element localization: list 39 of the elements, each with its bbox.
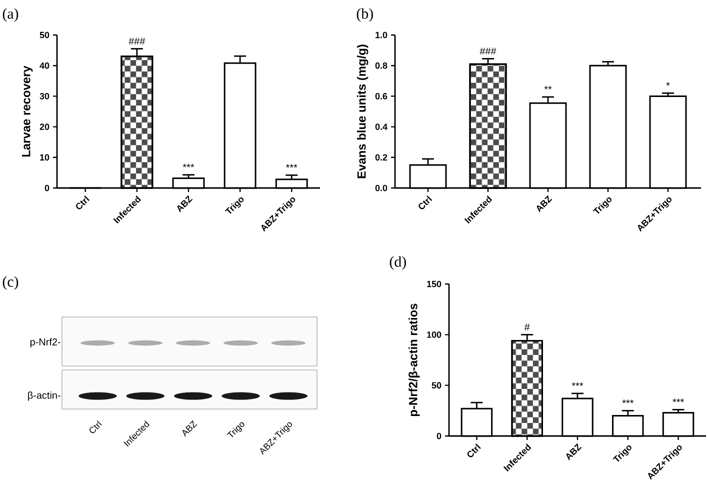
y-tick-label: 0.6 bbox=[375, 93, 388, 100]
y-axis-title: Larvae recovery bbox=[22, 66, 33, 157]
category-label: Ctrl bbox=[90, 420, 102, 434]
y-tick-label: 30 bbox=[40, 93, 50, 100]
y-tick-label: 0.0 bbox=[375, 184, 388, 192]
annotation: *** bbox=[572, 382, 584, 386]
y-tick-label: 0.2 bbox=[375, 154, 388, 161]
x-tick-label: Ctrl bbox=[76, 196, 90, 210]
y-tick-label: 100 bbox=[427, 331, 442, 338]
chart-title: (a) bbox=[2, 8, 18, 22]
y-tick-label: 0 bbox=[436, 432, 442, 440]
annotation: # bbox=[524, 324, 530, 330]
y-tick-label: 1.0 bbox=[376, 32, 388, 38]
chart-title: (d) bbox=[390, 256, 406, 270]
annotation: * bbox=[666, 82, 670, 86]
y-tick-label: 150 bbox=[427, 280, 442, 288]
x-tick-label: Ctrl bbox=[467, 444, 481, 458]
annotation: ### bbox=[128, 38, 146, 45]
text: β-actin- bbox=[28, 391, 60, 401]
y-axis-title: p-Nrf2/β-actin ratios bbox=[408, 304, 420, 416]
y-tick-label: 40 bbox=[40, 62, 50, 69]
x-tick-label: Ctrl bbox=[418, 196, 432, 210]
annotation: *** bbox=[622, 400, 634, 404]
annotation: ### bbox=[480, 48, 496, 55]
annotation: ** bbox=[544, 86, 552, 90]
y-tick-label: 0 bbox=[44, 184, 50, 192]
text: (c) bbox=[2, 276, 18, 290]
y-tick-label: 20 bbox=[40, 124, 50, 130]
chart-title: (b) bbox=[356, 8, 373, 22]
annotation: *** bbox=[182, 164, 194, 168]
annotation: *** bbox=[286, 164, 298, 168]
annotation: *** bbox=[672, 398, 684, 402]
y-tick-label: 50 bbox=[40, 32, 50, 38]
text: p-Nrf2- bbox=[30, 338, 60, 348]
y-axis-title: Evans blue units (mg/g) bbox=[357, 44, 368, 178]
y-tick-label: 0.4 bbox=[375, 124, 388, 130]
y-tick-label: 50 bbox=[432, 382, 442, 389]
y-tick-label: 0.8 bbox=[375, 62, 388, 69]
y-tick-label: 10 bbox=[40, 154, 50, 161]
